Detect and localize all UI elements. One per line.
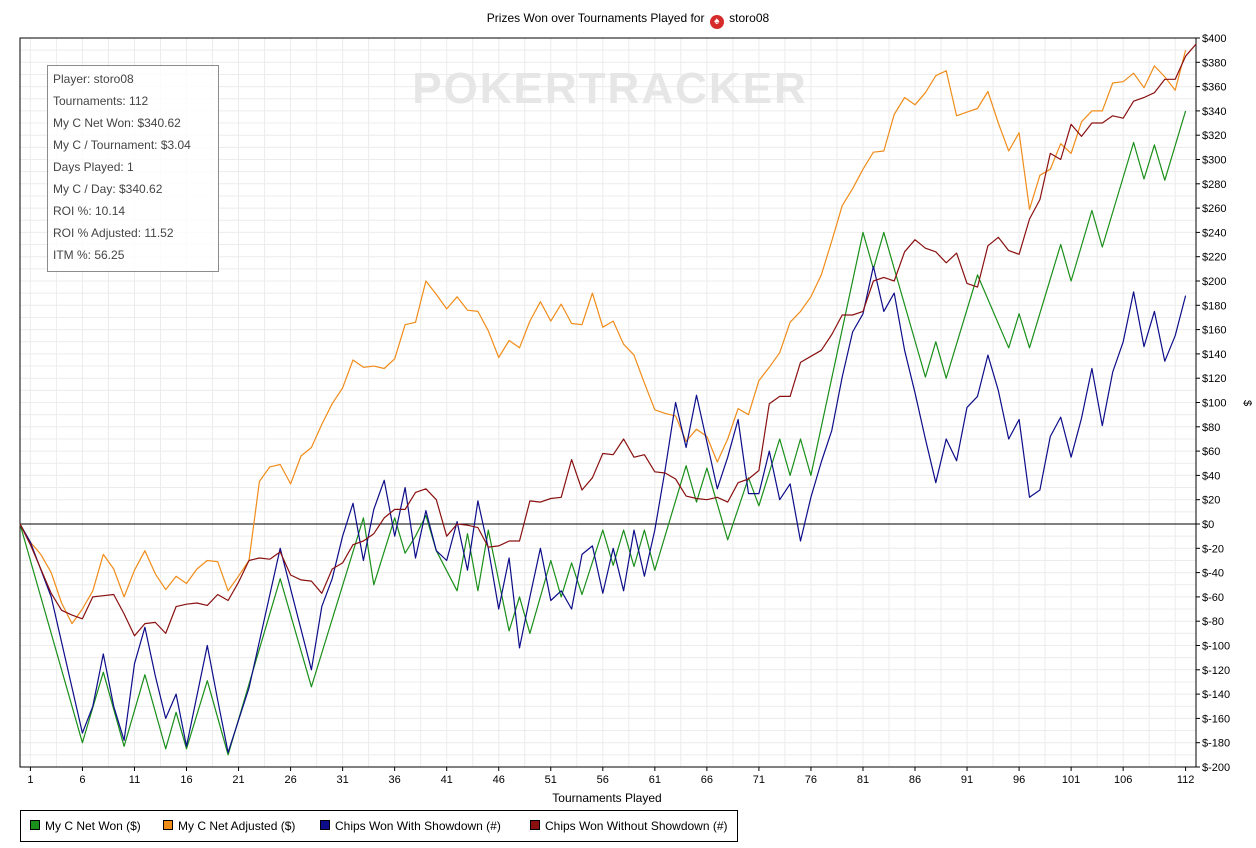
chart-title-player: storo08 bbox=[729, 11, 770, 25]
y-tick-label: $140 bbox=[1202, 349, 1226, 361]
y-tick-label: $-20 bbox=[1202, 543, 1224, 555]
x-tick-label: 112 bbox=[1177, 774, 1195, 786]
legend-item-net-adjusted[interactable]: My C Net Adjusted ($) bbox=[163, 819, 295, 833]
stat-per-tournament: My C / Tournament: $3.04 bbox=[53, 138, 191, 152]
series-lines bbox=[19, 43, 1197, 756]
legend: My C Net Won ($) My C Net Adjusted ($) C… bbox=[20, 810, 738, 842]
legend-swatch bbox=[530, 820, 540, 830]
x-tick-label: 106 bbox=[1114, 774, 1132, 786]
x-tick-label: 71 bbox=[753, 774, 765, 786]
x-tick-label: 61 bbox=[649, 774, 661, 786]
x-tick-label: 91 bbox=[961, 774, 973, 786]
y-tick-label: $-120 bbox=[1202, 665, 1230, 677]
y-tick-label: $20 bbox=[1202, 495, 1220, 507]
y-tick-label: $0 bbox=[1202, 519, 1214, 531]
x-tick-label: 1 bbox=[27, 774, 33, 786]
series-line-1 bbox=[19, 49, 1187, 625]
y-tick-label: $40 bbox=[1202, 470, 1220, 482]
legend-item-without-showdown[interactable]: Chips Won Without Showdown (#) bbox=[530, 819, 728, 833]
stat-tournaments: Tournaments: 112 bbox=[53, 94, 149, 108]
watermark-text: POKERTRACKER bbox=[412, 64, 808, 113]
x-tick-label: 96 bbox=[1013, 774, 1025, 786]
y-tick-label: $320 bbox=[1202, 130, 1226, 142]
x-tick-label: 66 bbox=[701, 774, 713, 786]
x-tick-label: 46 bbox=[493, 774, 505, 786]
x-tick-label: 41 bbox=[441, 774, 453, 786]
stat-days-played: Days Played: 1 bbox=[53, 160, 134, 174]
x-tick-label: 11 bbox=[129, 774, 140, 786]
y-tick-label: $-140 bbox=[1202, 689, 1230, 701]
y-tick-label: $-40 bbox=[1202, 568, 1224, 580]
series-line-3 bbox=[19, 43, 1197, 637]
legend-label: My C Net Adjusted ($) bbox=[178, 819, 296, 833]
y-tick-label: $300 bbox=[1202, 155, 1226, 167]
stat-itm: ITM %: 56.25 bbox=[53, 248, 125, 262]
y-tick-label: $-60 bbox=[1202, 592, 1224, 604]
y-tick-label: $380 bbox=[1202, 57, 1226, 69]
chart-title-prefix: Prizes Won over Tournaments Played for bbox=[486, 11, 705, 25]
x-tick-label: 26 bbox=[284, 774, 296, 786]
y-tick-label: $160 bbox=[1202, 325, 1226, 337]
y-tick-label: $280 bbox=[1202, 179, 1226, 191]
legend-swatch bbox=[30, 820, 40, 830]
legend-item-net-won[interactable]: My C Net Won ($) bbox=[30, 819, 141, 833]
series-line-2 bbox=[19, 265, 1187, 754]
stat-roi-adjusted: ROI % Adjusted: 11.52 bbox=[53, 226, 174, 240]
y-tick-label: $220 bbox=[1202, 252, 1226, 264]
y-tick-label: $260 bbox=[1202, 203, 1226, 215]
legend-label: Chips Won Without Showdown (#) bbox=[545, 819, 728, 833]
x-tick-label: 51 bbox=[545, 774, 557, 786]
stat-roi: ROI %: 10.14 bbox=[53, 204, 126, 218]
x-tick-label: 6 bbox=[79, 774, 85, 786]
x-tick-label: 101 bbox=[1062, 774, 1080, 786]
y-axis-label: $ bbox=[1241, 400, 1253, 406]
y-axis-ticks: $400 $380 $360 $340 $320 $300 $280 $260 $240 $220… bbox=[1196, 33, 1230, 774]
y-tick-label: $-180 bbox=[1202, 738, 1230, 750]
x-tick-label: 31 bbox=[336, 774, 348, 786]
stat-player: Player: storo08 bbox=[53, 72, 134, 86]
stat-net-won: My C Net Won: $340.62 bbox=[53, 116, 181, 130]
spade-icon: ♠ bbox=[709, 15, 724, 29]
y-tick-label: $-160 bbox=[1202, 713, 1230, 725]
y-tick-label: $-200 bbox=[1202, 762, 1230, 774]
y-tick-label: $-80 bbox=[1202, 616, 1224, 628]
y-tick-label: $360 bbox=[1202, 82, 1226, 94]
x-tick-label: 86 bbox=[909, 774, 921, 786]
y-tick-label: $80 bbox=[1202, 422, 1220, 434]
y-tick-label: $-100 bbox=[1202, 641, 1230, 653]
y-tick-label: $400 bbox=[1202, 33, 1226, 45]
y-tick-label: $180 bbox=[1202, 300, 1226, 312]
stats-panel: Player: storo08 Tournaments: 112 My C Ne… bbox=[47, 65, 219, 272]
grid bbox=[20, 37, 1196, 768]
x-tick-label: 21 bbox=[232, 774, 244, 786]
x-axis-ticks: 1 6 11 16 21 26 31 36 41 46 51 56 61 66 71 76 81 86 91 96 10… bbox=[27, 767, 1194, 786]
x-axis-label: Tournaments Played bbox=[552, 791, 661, 805]
legend-label: Chips Won With Showdown (#) bbox=[335, 819, 501, 833]
y-tick-label: $60 bbox=[1202, 446, 1220, 458]
y-tick-label: $200 bbox=[1202, 276, 1226, 288]
x-tick-label: 76 bbox=[805, 774, 817, 786]
x-tick-label: 56 bbox=[597, 774, 609, 786]
legend-swatch bbox=[320, 820, 330, 830]
x-tick-label: 16 bbox=[180, 774, 192, 786]
y-tick-label: $340 bbox=[1202, 106, 1226, 118]
legend-swatch bbox=[163, 820, 173, 830]
y-tick-label: $240 bbox=[1202, 227, 1226, 239]
stat-per-day: My C / Day: $340.62 bbox=[53, 182, 163, 196]
x-tick-label: 81 bbox=[857, 774, 869, 786]
legend-label: My C Net Won ($) bbox=[45, 819, 141, 833]
legend-item-with-showdown[interactable]: Chips Won With Showdown (#) bbox=[320, 819, 501, 833]
y-tick-label: $100 bbox=[1202, 398, 1226, 410]
series-line-0 bbox=[19, 110, 1187, 756]
chart-title: Prizes Won over Tournaments Played for ♠… bbox=[0, 11, 1256, 29]
y-tick-label: $120 bbox=[1202, 373, 1226, 385]
x-tick-label: 36 bbox=[389, 774, 401, 786]
